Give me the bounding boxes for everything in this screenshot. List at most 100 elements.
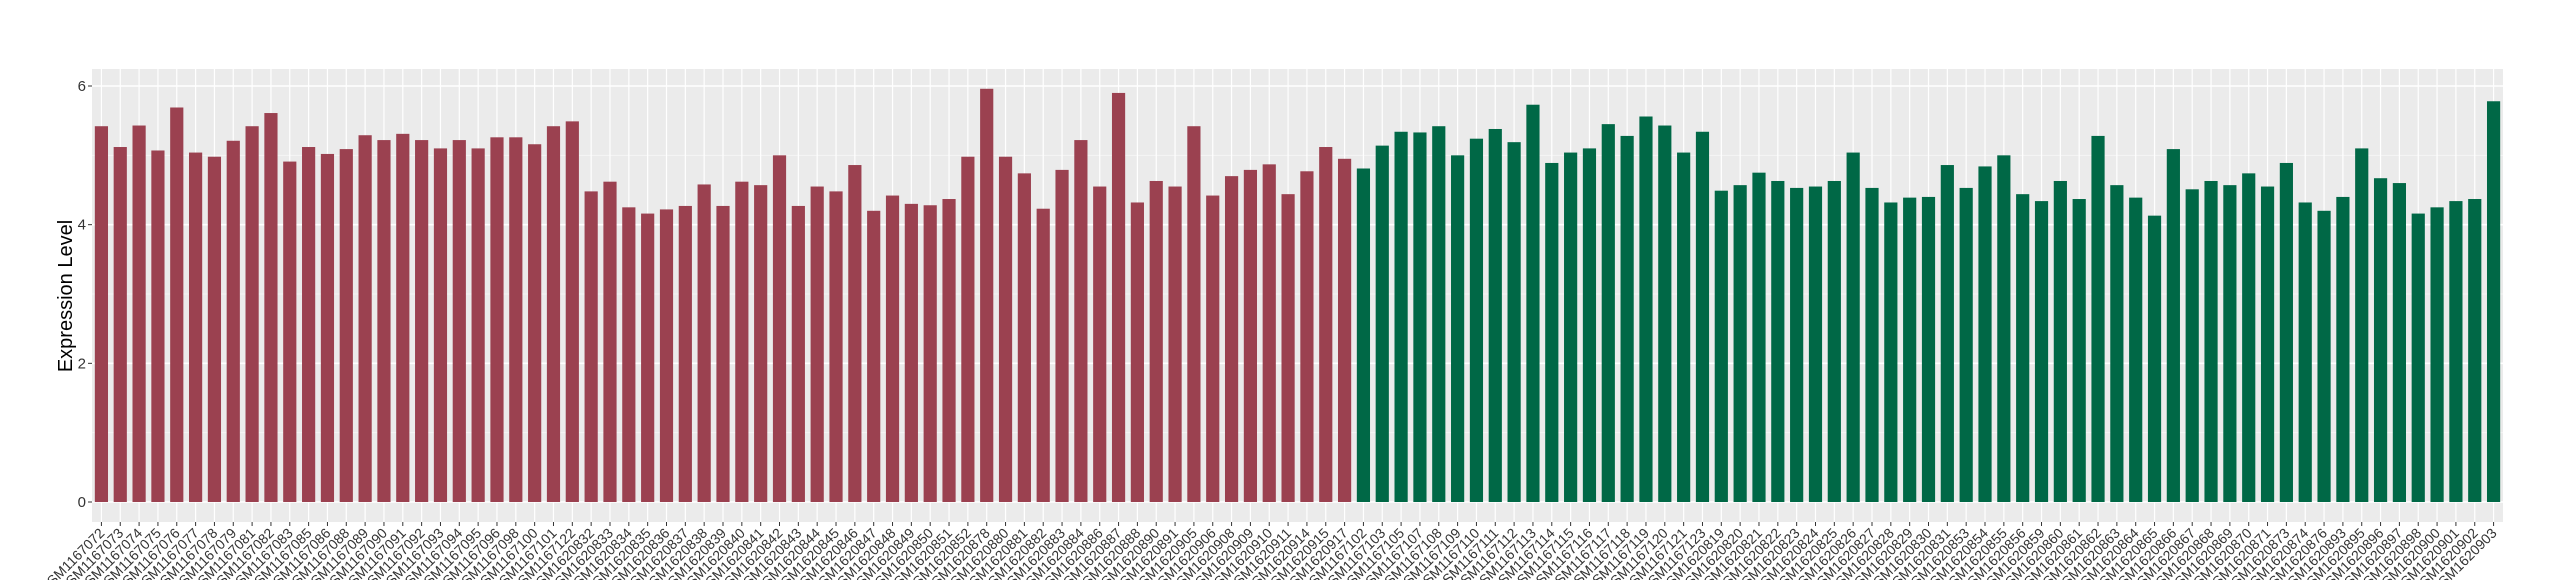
y-tick-label: 2 xyxy=(78,355,86,372)
bar-GSM1620845 xyxy=(829,191,843,503)
bar-GSM1620864 xyxy=(2129,197,2143,503)
bar-GSM1167083 xyxy=(283,161,297,502)
bar-GSM1620831 xyxy=(1940,165,1954,503)
bar-GSM1620903 xyxy=(2486,101,2501,503)
bar-GSM1620819 xyxy=(1714,190,1728,502)
bar-GSM1620890 xyxy=(1149,180,1163,502)
bar-GSM1167090 xyxy=(377,140,391,502)
bar-GSM1620841 xyxy=(754,185,768,502)
bar-GSM1620900 xyxy=(2430,207,2444,503)
bar-GSM1620843 xyxy=(791,205,805,503)
bar-GSM1167079 xyxy=(226,140,240,503)
bar-GSM1620863 xyxy=(2110,185,2124,502)
bar-GSM1167076 xyxy=(170,107,184,502)
bar-GSM1167089 xyxy=(358,135,372,502)
bar-GSM1167102 xyxy=(1356,168,1371,503)
x-axis: GSM1167072GSM1167073GSM1167074GSM1167075… xyxy=(36,522,2500,585)
bar-GSM1167072 xyxy=(94,126,109,503)
bar-GSM1167112 xyxy=(1507,142,1521,502)
bar-GSM1620837 xyxy=(678,205,692,503)
bar-GSM1620830 xyxy=(1921,196,1936,502)
bar-GSM1620849 xyxy=(904,203,918,502)
bar-GSM1620902 xyxy=(2468,199,2482,502)
bar-GSM1620897 xyxy=(2392,183,2406,503)
bar-GSM1620836 xyxy=(659,209,674,502)
bar-GSM1167119 xyxy=(1639,116,1653,503)
bar-GSM1620891 xyxy=(1168,186,1182,503)
bar-GSM1620834 xyxy=(622,207,636,503)
bar-GSM1167092 xyxy=(415,140,429,502)
bar-GSM1620844 xyxy=(810,186,824,503)
bar-GSM1167121 xyxy=(1677,152,1691,502)
bar-GSM1620846 xyxy=(848,165,862,503)
bar-GSM1620856 xyxy=(2016,194,2030,502)
bar-GSM1167116 xyxy=(1582,148,1597,502)
bar-GSM1167100 xyxy=(528,144,542,503)
bar-GSM1620827 xyxy=(1865,187,1879,503)
bar-GSM1620915 xyxy=(1319,147,1333,502)
bar-GSM1167105 xyxy=(1394,131,1408,502)
bar-GSM1620893 xyxy=(2336,196,2350,502)
bar-GSM1620868 xyxy=(2204,180,2218,502)
bar-GSM1620820 xyxy=(1733,185,1747,502)
bar-GSM1167086 xyxy=(320,153,335,503)
bar-GSM1620873 xyxy=(2279,162,2293,502)
bar-GSM1167081 xyxy=(245,126,259,503)
y-tick-label: 4 xyxy=(78,217,86,234)
bar-GSM1620822 xyxy=(1771,180,1785,502)
bar-GSM1620914 xyxy=(1300,171,1314,502)
bar-GSM1620829 xyxy=(1903,197,1917,503)
bar-GSM1620833 xyxy=(603,181,617,502)
bar-GSM1167088 xyxy=(339,149,353,503)
bar-GSM1620888 xyxy=(1130,202,1144,503)
bar-GSM1620910 xyxy=(1262,164,1276,502)
bar-GSM1620886 xyxy=(1093,186,1107,503)
bar-GSM1620842 xyxy=(772,155,787,503)
bar-GSM1620859 xyxy=(2034,201,2049,503)
bar-GSM1620905 xyxy=(1187,126,1201,503)
bar-GSM1620884 xyxy=(1074,140,1088,502)
bar-GSM1167095 xyxy=(471,148,485,502)
bar-GSM1620874 xyxy=(2298,202,2312,503)
bar-GSM1620860 xyxy=(2053,180,2067,502)
bar-GSM1620850 xyxy=(923,205,937,502)
bar-GSM1620821 xyxy=(1752,172,1766,502)
bar-GSM1167108 xyxy=(1432,126,1446,503)
bar-GSM1620898 xyxy=(2411,213,2425,502)
bar-GSM1620896 xyxy=(2373,178,2388,503)
bar-GSM1620823 xyxy=(1790,187,1804,503)
bar-GSM1167120 xyxy=(1658,125,1672,503)
bar-GSM1620911 xyxy=(1281,194,1295,502)
bar-GSM1620881 xyxy=(1017,173,1031,503)
bar-GSM1620908 xyxy=(1224,176,1239,502)
bar-GSM1167110 xyxy=(1469,138,1484,502)
bar-GSM1620867 xyxy=(2185,189,2199,502)
bar-GSM1620851 xyxy=(942,199,956,502)
bar-GSM1620840 xyxy=(735,181,749,502)
bar-GSM1620869 xyxy=(2223,185,2237,502)
bar-GSM1167123 xyxy=(1695,131,1710,502)
y-tick-label: 0 xyxy=(78,494,86,511)
bar-GSM1167094 xyxy=(452,140,466,502)
bar-GSM1167115 xyxy=(1564,152,1578,502)
bar-GSM1620882 xyxy=(1036,208,1050,502)
bar-GSM1167077 xyxy=(189,152,203,502)
bar-GSM1620855 xyxy=(1997,155,2011,503)
bar-GSM1620838 xyxy=(697,184,711,502)
bar-GSM1167098 xyxy=(509,137,523,502)
bar-GSM1167107 xyxy=(1413,132,1427,502)
bar-GSM1620901 xyxy=(2449,201,2463,503)
bar-GSM1620883 xyxy=(1055,169,1069,503)
bar-GSM1620880 xyxy=(998,156,1013,502)
bar-GSM1620895 xyxy=(2355,148,2369,502)
bar-GSM1620825 xyxy=(1827,180,1841,502)
bar-GSM1167117 xyxy=(1601,124,1615,502)
bar-GSM1167111 xyxy=(1488,128,1502,502)
bar-GSM1620835 xyxy=(641,213,655,502)
bar-GSM1167122 xyxy=(565,121,579,503)
bar-GSM1167073 xyxy=(113,147,127,502)
bar-GSM1620852 xyxy=(961,156,975,502)
bar-GSM1167113 xyxy=(1526,104,1540,502)
bar-GSM1620824 xyxy=(1808,186,1823,503)
